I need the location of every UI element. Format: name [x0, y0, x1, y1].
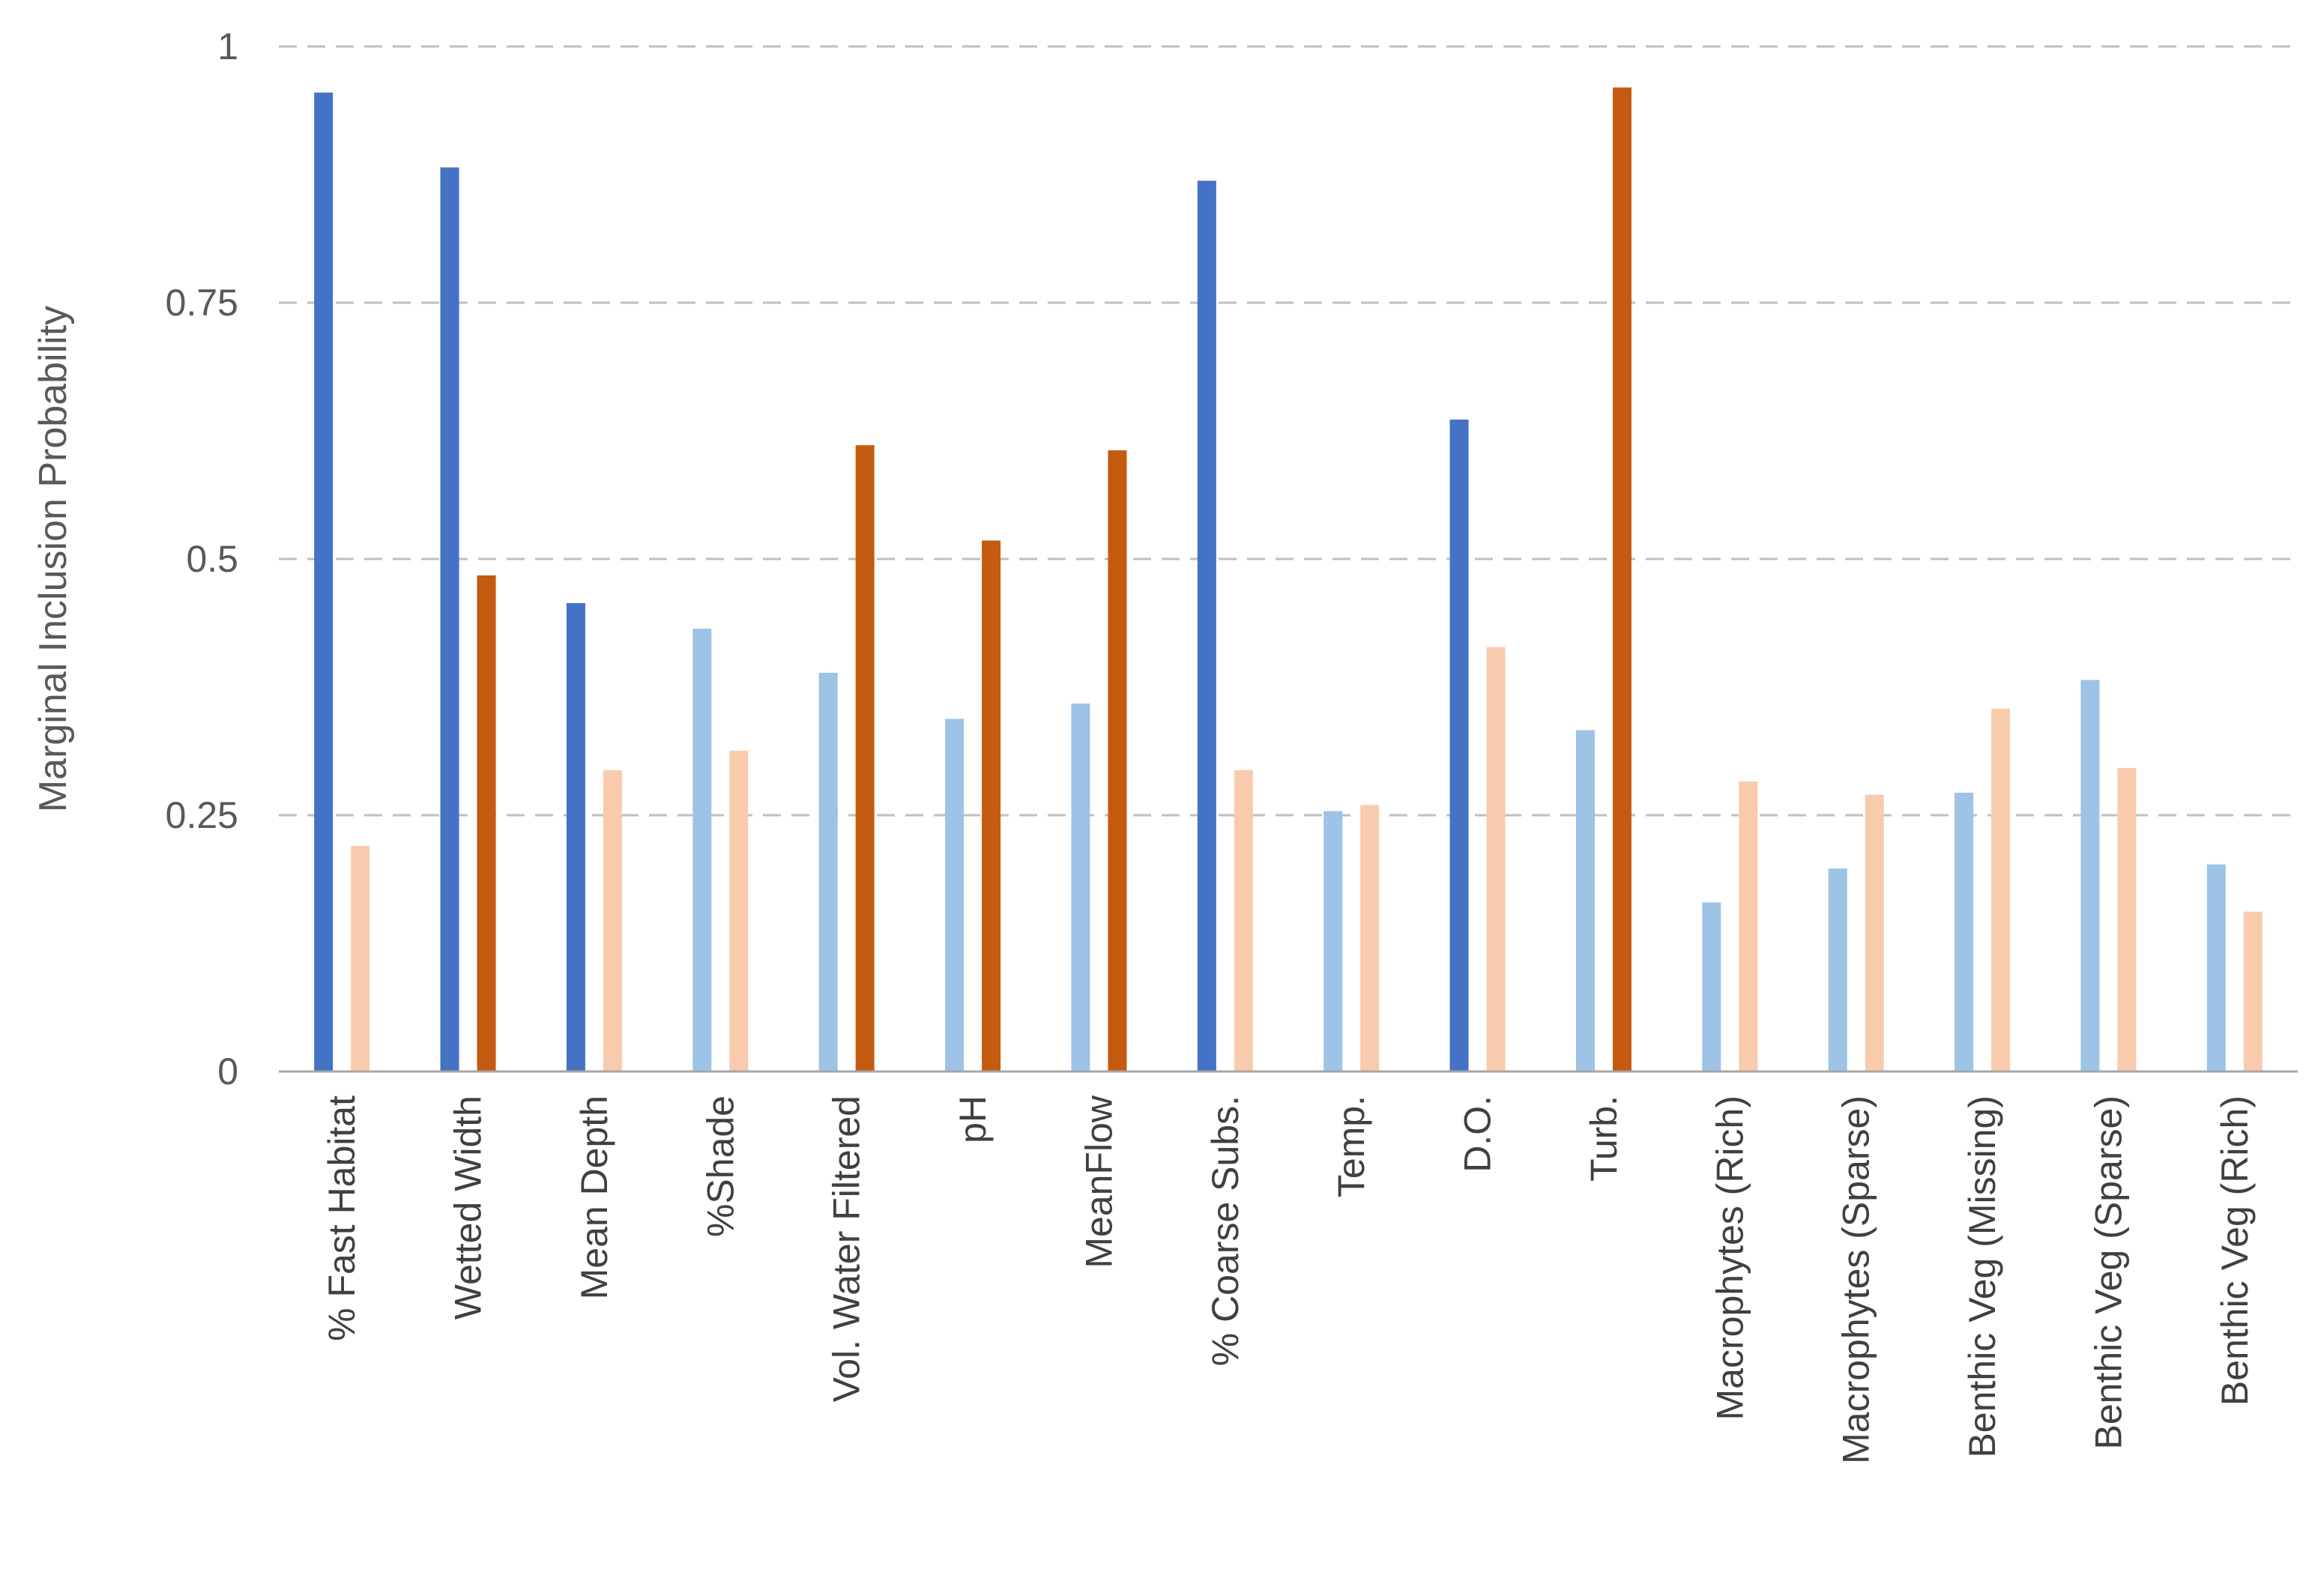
bar-series-1: [1955, 792, 1974, 1071]
x-category-label: %Shade: [699, 1095, 741, 1237]
bar-series-2: [1739, 781, 1758, 1071]
bar-series-2: [1486, 647, 1506, 1071]
y-axis-title: Marginal Inclusion Probability: [31, 306, 75, 812]
bar-series-1: [1702, 902, 1721, 1071]
x-category-label: D.O.: [1457, 1095, 1499, 1173]
x-category-label: % Coarse Subs.: [1204, 1095, 1246, 1366]
x-category-label: Turb.: [1583, 1095, 1625, 1182]
x-category-label: Macrophytes (Sparse): [1835, 1095, 1877, 1464]
bar-series-2: [1108, 450, 1127, 1071]
bar-series-1: [1071, 703, 1090, 1071]
x-category-label: MeanFlow: [1078, 1095, 1120, 1269]
bar-series-1: [2080, 680, 2100, 1071]
bar-series-1: [1197, 181, 1216, 1071]
bar-series-2: [1991, 708, 2011, 1071]
bars: [314, 87, 2263, 1072]
bar-series-1: [692, 629, 712, 1071]
x-category-label: Wetted Width: [447, 1095, 489, 1320]
x-category-label: Macrophytes (Rich): [1709, 1095, 1751, 1420]
bar-series-2: [1612, 87, 1632, 1072]
bar-series-2: [2117, 768, 2137, 1071]
y-axis-ticks: 0 0.25 0.5 0.75 1: [166, 25, 238, 1092]
bar-series-2: [1360, 805, 1380, 1071]
x-category-label: Vol. Water Filtered: [826, 1095, 868, 1402]
x-category-label: Mean Depth: [573, 1095, 615, 1299]
bar-series-1: [314, 92, 333, 1071]
y-tick-label: 0.75: [166, 282, 238, 324]
x-category-label: Temp.: [1330, 1095, 1372, 1197]
bar-series-1: [818, 672, 838, 1071]
y-tick-label: 1: [217, 25, 238, 67]
bar-series-2: [855, 445, 875, 1071]
x-category-label: Benthic Veg (Rich): [2214, 1095, 2256, 1406]
bar-series-2: [2243, 911, 2263, 1071]
bar-series-1: [566, 602, 585, 1071]
bar-series-2: [603, 770, 622, 1071]
y-tick-label: 0.5: [186, 538, 238, 580]
bar-series-2: [477, 575, 496, 1071]
bar-series-1: [1323, 811, 1343, 1071]
bar-series-2: [982, 540, 1001, 1071]
x-category-label: pH: [952, 1095, 994, 1143]
y-tick-label: 0: [217, 1051, 238, 1092]
bar-series-2: [351, 846, 370, 1071]
y-tick-label: 0.25: [166, 794, 238, 836]
bar-series-1: [440, 167, 459, 1072]
x-axis-category-labels: % Fast Habitat Wetted Width Mean Depth %Sha…: [321, 1095, 2256, 1464]
bar-series-1: [1575, 730, 1595, 1071]
x-category-label: % Fast Habitat: [321, 1095, 363, 1341]
x-category-label: Benthic Veg (Sparse): [2087, 1095, 2129, 1450]
bar-series-1: [1449, 419, 1469, 1071]
bar-series-2: [1234, 770, 1253, 1071]
bar-series-1: [1828, 868, 1847, 1071]
x-category-label: Benthic Veg (Missing): [1961, 1095, 2003, 1458]
bar-series-2: [729, 750, 749, 1071]
bar-series-1: [2206, 864, 2226, 1071]
bar-series-1: [945, 719, 965, 1071]
bar-series-2: [1865, 794, 1884, 1071]
